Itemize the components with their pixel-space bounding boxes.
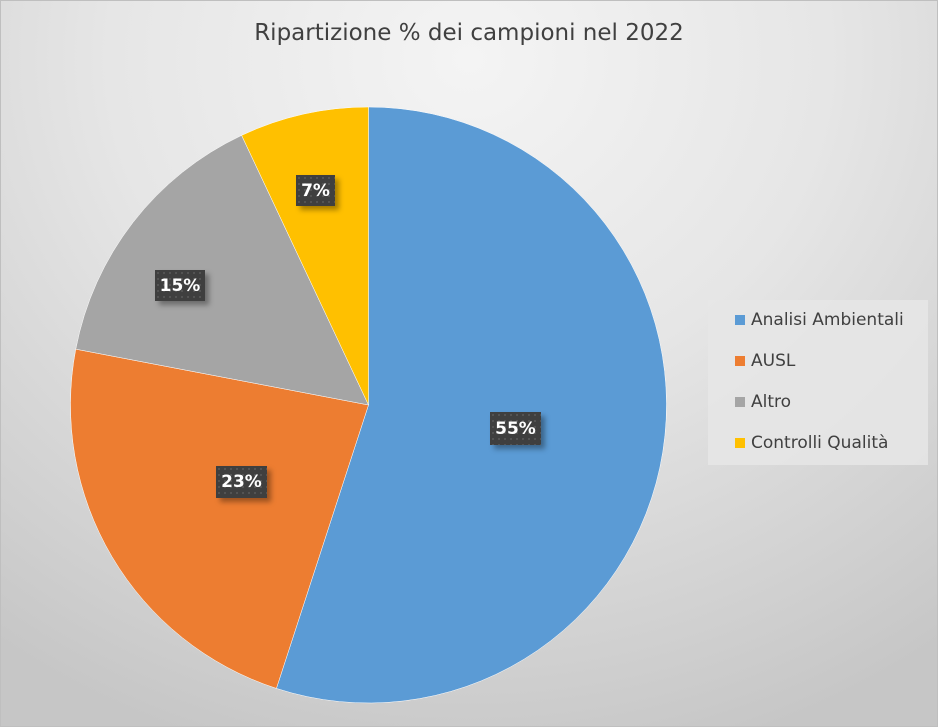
legend-swatch xyxy=(735,397,745,407)
chart-title: Ripartizione % dei campioni nel 2022 xyxy=(254,20,684,46)
legend-label: AUSL xyxy=(751,351,796,371)
legend-item-altro: Altro xyxy=(735,392,791,412)
legend-item-analisi-ambientali: Analisi Ambientali xyxy=(735,310,904,330)
data-label-controlli-qualita: 7% xyxy=(296,175,335,206)
legend-swatch xyxy=(735,438,745,448)
legend-item-ausl: AUSL xyxy=(735,351,795,371)
slice-controlli-qualita xyxy=(241,106,369,406)
legend-label: Altro xyxy=(751,392,792,412)
slice-ausl xyxy=(70,348,369,689)
data-label-analisi-ambientali: 55% xyxy=(490,412,541,445)
legend-label: Analisi Ambientali xyxy=(751,310,904,330)
legend: Analisi Ambientali AUSL Altro Controlli … xyxy=(708,300,928,465)
legend-label: Controlli Qualità xyxy=(751,433,889,453)
data-label-ausl: 23% xyxy=(216,466,267,498)
slice-analisi-ambientali xyxy=(276,106,667,704)
slice-altro xyxy=(75,135,369,406)
legend-swatch xyxy=(735,356,745,366)
data-label-altro: 15% xyxy=(155,270,205,301)
legend-item-controlli-qualita: Controlli Qualità xyxy=(735,433,888,453)
legend-swatch xyxy=(735,315,745,325)
